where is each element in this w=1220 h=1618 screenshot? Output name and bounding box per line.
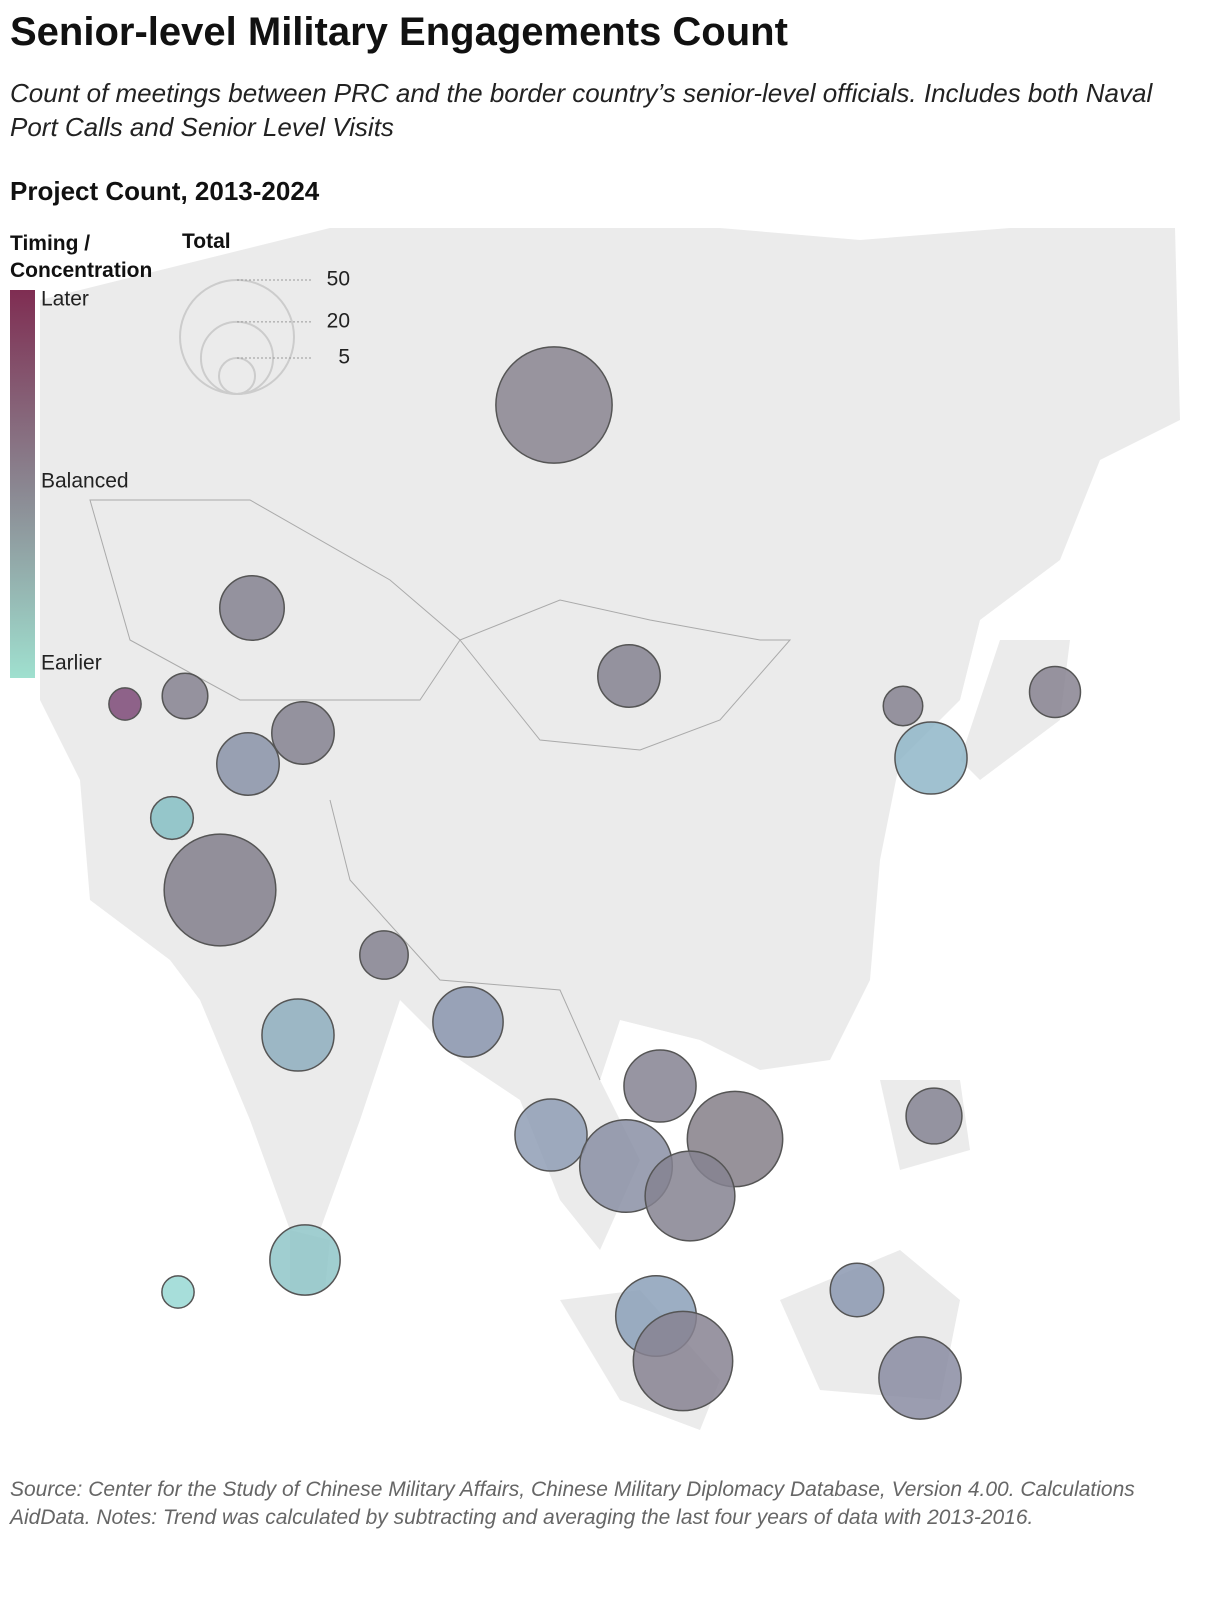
bubble — [161, 672, 209, 720]
bubble — [1028, 665, 1082, 719]
bubble — [597, 644, 661, 708]
color-label: Later — [41, 288, 89, 311]
title: Senior-level Military Engagements Count — [10, 10, 788, 54]
bubble — [495, 346, 613, 464]
size-legend-title: Total — [182, 230, 231, 253]
bubble — [644, 1150, 736, 1242]
source: Source: Center for the Study of Chinese … — [10, 1478, 1135, 1529]
bubble — [882, 685, 924, 727]
bubble — [894, 721, 968, 795]
color-scale-bar — [10, 290, 35, 678]
color-label: Earlier — [41, 652, 102, 675]
bubble — [905, 1087, 963, 1145]
bubble — [623, 1049, 697, 1123]
bubble — [829, 1262, 885, 1318]
bubble — [632, 1310, 734, 1412]
bubble — [878, 1336, 962, 1420]
bubble — [359, 930, 409, 980]
bubble — [514, 1098, 588, 1172]
bubble — [269, 1224, 341, 1296]
size-legend-label: 50 — [327, 268, 350, 291]
bubble — [432, 986, 504, 1058]
bubble — [216, 732, 280, 796]
color-label: Balanced — [41, 470, 129, 493]
size-legend-label: 20 — [327, 309, 350, 332]
bubble — [261, 998, 335, 1072]
bubble — [149, 795, 195, 841]
subtitle: Count of meetings between PRC and the bo… — [10, 78, 1153, 142]
size-legend-label: 5 — [338, 346, 350, 369]
bubble — [108, 687, 142, 721]
heading: Project Count, 2013-2024 — [10, 176, 320, 206]
bubble — [163, 833, 277, 947]
bubble — [161, 1275, 195, 1309]
color-legend-title: Timing / Concentration — [10, 232, 153, 282]
bubble — [271, 701, 335, 765]
bubble — [219, 575, 285, 641]
